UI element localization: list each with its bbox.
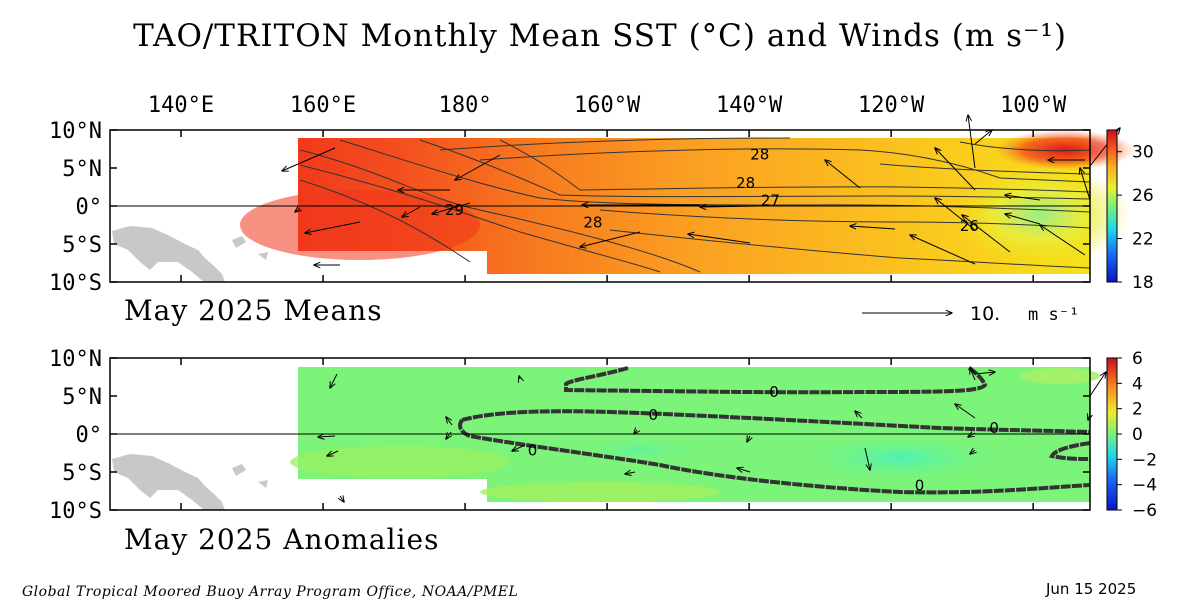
contour-label: 0 xyxy=(989,419,999,437)
mean-panel-title: May 2025 Means xyxy=(124,294,383,327)
x-tick-label: 180° xyxy=(439,93,492,118)
x-tick-label: 140°W xyxy=(716,93,783,118)
colorbar-tick-label: −4 xyxy=(1132,476,1157,496)
x-tick-label: 140°E xyxy=(148,93,214,118)
colorbar-tick-label: 22 xyxy=(1132,230,1154,250)
colorbar-tick-label: −6 xyxy=(1132,501,1157,521)
contour-label: 0 xyxy=(915,477,925,495)
contour-label: 27 xyxy=(761,192,780,210)
x-tick-label: 120°W xyxy=(858,93,925,118)
anomaly-panel-title: May 2025 Anomalies xyxy=(124,523,439,556)
reference-vector-unit: m s⁻¹ xyxy=(1028,305,1079,325)
y-tick-label: 10°N xyxy=(49,119,102,144)
colorbar-tick-label: 0 xyxy=(1132,425,1143,445)
contour-label: 28 xyxy=(750,145,769,163)
colorbar-tick-label: 26 xyxy=(1132,186,1154,206)
mean-x-tick-labels: 140°E 160°E 180° 160°W 140°W 120°W 100°W xyxy=(148,93,1067,118)
anomaly-panel: 0 0 0 0 0 10°N 5°N 0° 5°S 10°S 6 4 2 0 −2 −4 −6 May 20… xyxy=(49,347,1157,556)
contour-label: 0 xyxy=(769,383,779,401)
mean-ticks xyxy=(110,129,1090,283)
colorbar-tick-label: 18 xyxy=(1132,273,1154,293)
anomaly-y-tick-labels: 10°N 5°N 0° 5°S 10°S xyxy=(49,347,102,524)
colorbar-tick-label: 2 xyxy=(1132,400,1143,420)
contour-label: 28 xyxy=(736,174,755,192)
chart-title: TAO/TRITON Monthly Mean SST (°C) and Win… xyxy=(133,18,1067,54)
y-tick-label: 5°N xyxy=(62,157,102,182)
y-tick-label: 5°S xyxy=(62,233,102,258)
reference-vector-value: 10. xyxy=(970,303,1000,325)
contour-label: 26 xyxy=(960,217,979,235)
y-tick-label: 10°S xyxy=(49,271,102,296)
anomaly-colorbar xyxy=(1106,357,1118,511)
colorbar-tick-label: 4 xyxy=(1132,374,1143,394)
footer-credit: Global Tropical Moored Buoy Array Progra… xyxy=(22,584,519,600)
anomaly-wind-vectors xyxy=(318,368,1106,502)
y-tick-label: 5°N xyxy=(62,385,102,410)
anomaly-land-new-guinea xyxy=(112,454,225,510)
mean-colorbar xyxy=(1106,129,1118,283)
anomaly-contour-labels: 0 0 0 0 0 xyxy=(528,383,999,494)
anomaly-zero-contours xyxy=(458,365,1091,495)
y-tick-label: 10°S xyxy=(49,499,102,524)
y-tick-label: 5°S xyxy=(62,461,102,486)
anomaly-ticks xyxy=(110,357,1090,511)
mean-contour-labels: 29 28 28 27 28 26 xyxy=(445,145,979,234)
x-tick-label: 100°W xyxy=(1000,93,1067,118)
mean-y-tick-labels: 10°N 5°N 0° 5°S 10°S xyxy=(49,119,102,296)
contour-label: 29 xyxy=(445,201,464,219)
x-tick-label: 160°W xyxy=(574,93,641,118)
mean-colorbar-labels: 30 26 22 18 xyxy=(1117,143,1154,293)
x-tick-label: 160°E xyxy=(290,93,356,118)
colorbar-tick-label: −2 xyxy=(1132,450,1157,470)
colorbar-tick-label: 6 xyxy=(1132,349,1143,369)
footer-date: Jun 15 2025 xyxy=(1046,580,1137,598)
anomaly-colorbar-labels: 6 4 2 0 −2 −4 −6 xyxy=(1117,349,1157,521)
colorbar-tick-label: 30 xyxy=(1132,143,1154,163)
y-tick-label: 0° xyxy=(76,423,103,448)
contour-label: 0 xyxy=(528,442,538,460)
contour-label: 0 xyxy=(648,406,658,424)
anomaly-field-features xyxy=(290,368,1100,502)
y-tick-label: 0° xyxy=(76,195,103,220)
contour-label: 28 xyxy=(583,214,602,232)
mean-land-new-guinea xyxy=(112,226,225,282)
y-tick-label: 10°N xyxy=(49,347,102,372)
